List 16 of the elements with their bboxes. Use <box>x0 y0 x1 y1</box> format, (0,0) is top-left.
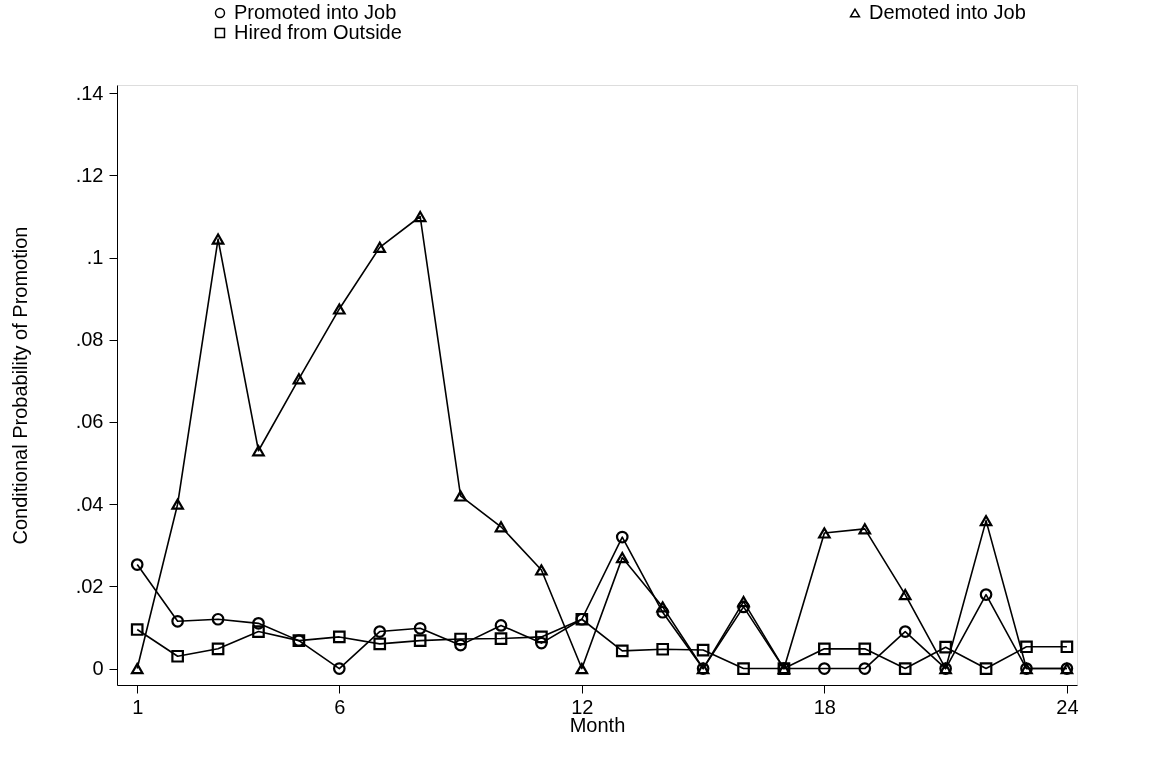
legend-label: Demoted into Job <box>869 1 1026 23</box>
y-tick-label: .12 <box>75 163 104 186</box>
y-tick-label: .06 <box>75 410 104 433</box>
x-tick-label: 1 <box>132 695 144 718</box>
y-tick-label: .02 <box>75 574 104 597</box>
y-axis-title: Conditional Probability of Promotion <box>8 226 31 545</box>
y-tick-label: .04 <box>75 492 104 515</box>
y-tick-label: .1 <box>86 246 104 269</box>
legend-label: Promoted into Job <box>234 1 397 23</box>
x-tick-label: 24 <box>1056 695 1079 718</box>
y-tick-label: .08 <box>75 328 104 351</box>
y-tick-label: .14 <box>75 81 104 104</box>
x-tick-label: 6 <box>334 695 346 718</box>
legend-label: Hired from Outside <box>234 21 402 43</box>
y-tick-label: 0 <box>92 657 104 680</box>
x-tick-label: 18 <box>813 695 836 718</box>
